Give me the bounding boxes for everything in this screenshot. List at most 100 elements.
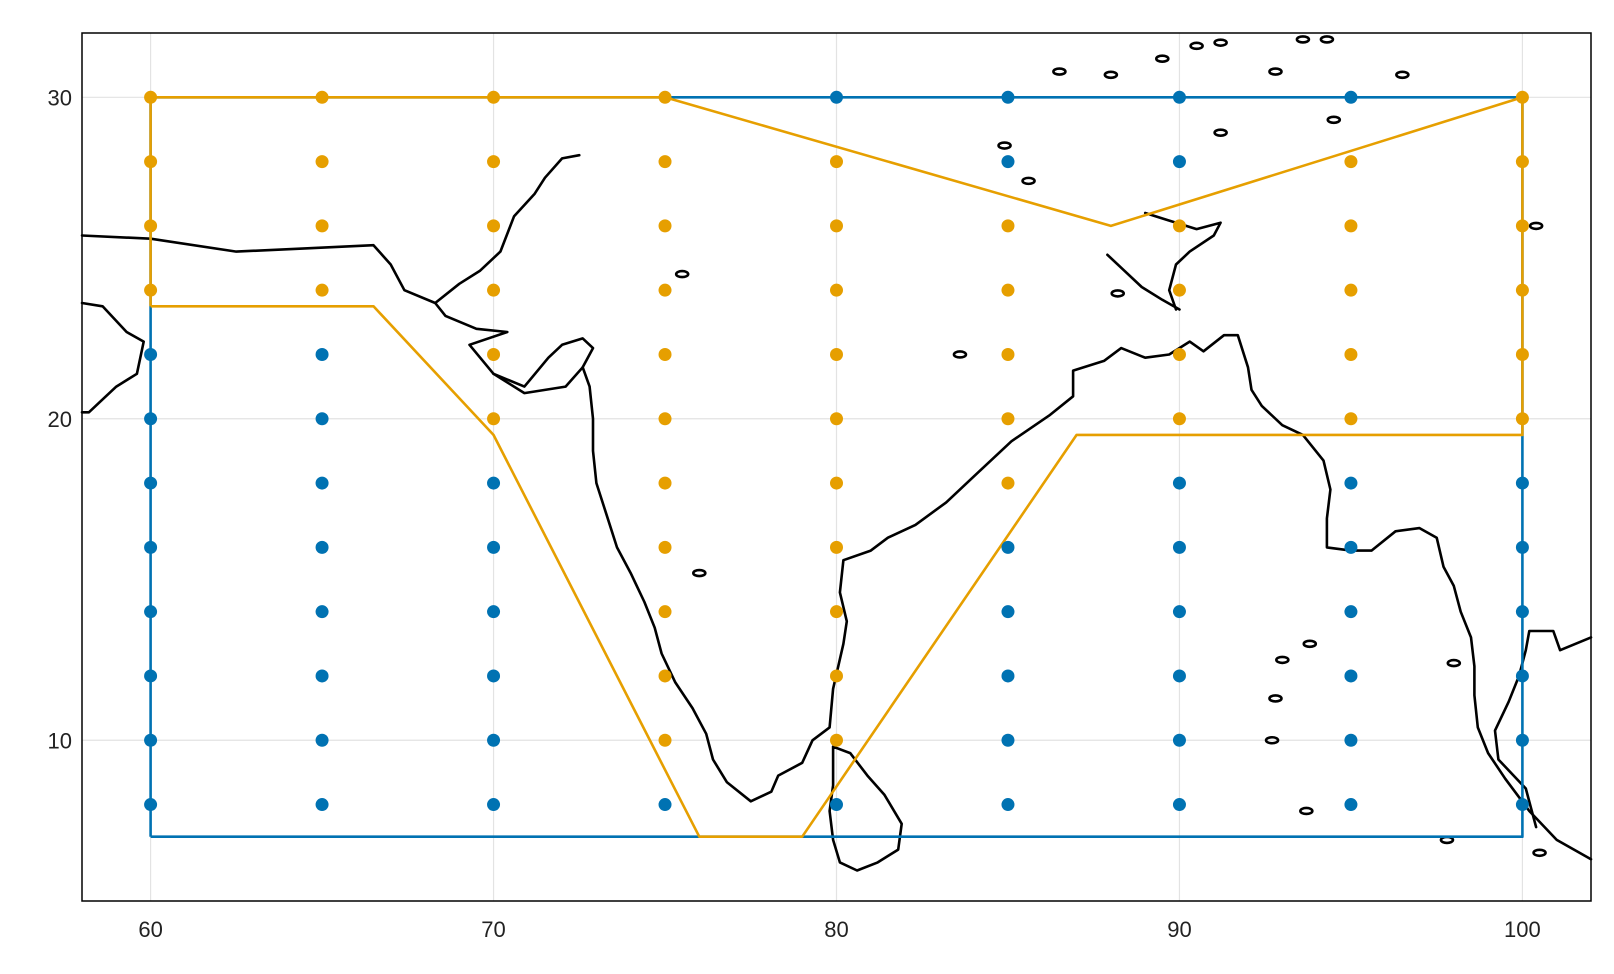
blue-grid-point — [1172, 798, 1186, 812]
orange-grid-point — [1172, 347, 1186, 361]
island-outline — [952, 350, 968, 359]
blue-grid-point — [1344, 90, 1358, 104]
orange-grid-point — [1172, 283, 1186, 297]
orange-grid-point — [830, 476, 843, 490]
blue-grid-point — [1515, 476, 1529, 490]
orange-grid-point — [830, 283, 843, 297]
x-tick-label: 60 — [138, 917, 162, 942]
island-outline — [997, 141, 1012, 150]
blue-grid-point — [1344, 476, 1358, 490]
orange-grid-point — [658, 283, 672, 297]
blue-grid-point — [144, 347, 158, 361]
orange-grid-point — [658, 90, 672, 104]
blue-grid-point — [144, 412, 158, 426]
orange-grid-point — [1344, 219, 1358, 233]
orange-grid-point — [487, 219, 501, 233]
blue-grid-point — [1001, 669, 1015, 683]
orange-grid-point — [658, 155, 672, 169]
orange-grid-point — [315, 283, 329, 297]
orange-grid-point — [144, 219, 158, 233]
blue-grid-point — [487, 798, 501, 812]
blue-grid-point — [830, 798, 843, 812]
island-outline — [1052, 67, 1067, 76]
brahmaputra-line — [1106, 253, 1181, 311]
blue-grid-point — [1515, 798, 1529, 812]
orange-grid-point — [658, 733, 672, 747]
island-outline — [1021, 176, 1036, 186]
blue-grid-point — [315, 798, 329, 812]
orange-grid-point — [1515, 155, 1529, 169]
axes-frame — [81, 32, 1592, 902]
blue-grid-point — [315, 347, 329, 361]
orange-grid-point — [1515, 347, 1529, 361]
blue-grid-point — [1172, 540, 1186, 554]
blue-grid-point — [1172, 476, 1186, 490]
orange-grid-point — [315, 155, 329, 169]
orange-grid-point — [830, 669, 843, 683]
blue-grid-point — [315, 540, 329, 554]
orange-grid-point — [1344, 283, 1358, 297]
blue-grid-point — [315, 412, 329, 426]
blue-grid-point — [1344, 605, 1358, 619]
blue-grid-point — [315, 733, 329, 747]
blue-grid-point — [1515, 605, 1529, 619]
island-outline — [1528, 221, 1544, 231]
blue-grid-point — [1001, 798, 1015, 812]
blue-grid-point — [315, 476, 329, 490]
blue-grid-point — [1001, 540, 1015, 554]
island-outline — [1295, 35, 1311, 44]
blue-grid-point — [1172, 733, 1186, 747]
orange-grid-point — [487, 90, 501, 104]
x-tick-label: 70 — [481, 917, 505, 942]
orange-grid-point — [830, 412, 843, 426]
island-outline — [1268, 67, 1283, 76]
blue-grid-point — [1515, 669, 1529, 683]
blue-grid-point — [144, 476, 158, 490]
island-outline — [1110, 289, 1126, 298]
x-tick-label: 80 — [824, 917, 848, 942]
orange-grid-point — [1515, 283, 1529, 297]
orange-region-polygon — [149, 96, 1524, 838]
island-outline — [1395, 70, 1410, 80]
east-coastline — [1493, 629, 1593, 829]
blue-grid-point — [1515, 733, 1529, 747]
blue-grid-point — [144, 733, 158, 747]
orange-grid-point — [830, 540, 843, 554]
orange-grid-point — [830, 155, 843, 169]
grid-points — [144, 90, 1529, 812]
island-outline — [1213, 38, 1228, 47]
blue-grid-point — [144, 540, 158, 554]
x-tick-label: 90 — [1167, 917, 1191, 942]
island-outline — [1275, 655, 1290, 665]
blue-grid-point — [1515, 540, 1529, 554]
blue-grid-point — [1172, 155, 1186, 169]
blue-grid-point — [487, 540, 501, 554]
x-tick-label: 100 — [1504, 917, 1541, 942]
island-outline — [1268, 694, 1283, 703]
orange-grid-point — [658, 540, 672, 554]
island-outline — [1264, 735, 1280, 745]
orange-grid-point — [830, 219, 843, 233]
island-outline — [1326, 115, 1342, 125]
blue-grid-point — [1344, 733, 1358, 747]
blue-grid-point — [144, 669, 158, 683]
orange-grid-point — [658, 669, 672, 683]
blue-grid-point — [1001, 605, 1015, 619]
orange-grid-point — [658, 412, 672, 426]
y-tick-label: 30 — [48, 85, 72, 110]
island-outline — [1532, 848, 1547, 858]
orange-grid-point — [1172, 412, 1186, 426]
blue-grid-point — [1001, 733, 1015, 747]
island-outline — [1213, 128, 1228, 137]
orange-grid-point — [1001, 412, 1015, 426]
orange-grid-point — [144, 155, 158, 169]
island-outline — [1103, 70, 1119, 80]
blue-grid-point — [487, 476, 501, 490]
blue-grid-point — [144, 798, 158, 812]
orange-grid-point — [1515, 412, 1529, 426]
orange-grid-point — [487, 155, 501, 169]
orange-grid-point — [658, 476, 672, 490]
blue-grid-point — [487, 669, 501, 683]
island-outline — [674, 269, 690, 279]
